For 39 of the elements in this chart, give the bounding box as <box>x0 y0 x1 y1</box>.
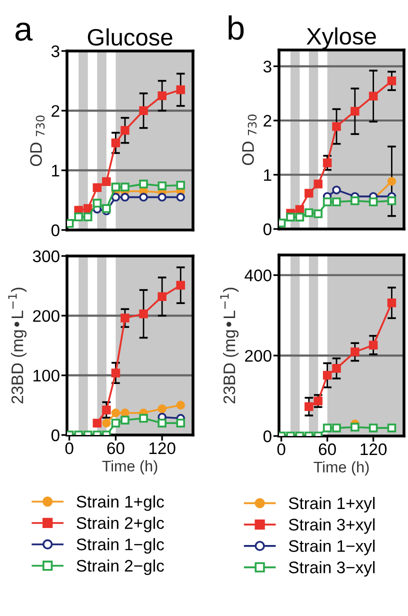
y-tick-label: 200 <box>245 350 272 362</box>
y-tick-label: 2 <box>264 114 272 127</box>
y-tick-label: 3 <box>263 60 272 72</box>
y-tick-label: 200 <box>33 310 60 322</box>
y-tick-label: 0 <box>263 223 272 236</box>
x-tick-label: 60 <box>318 443 336 456</box>
y-tick-label: 400 <box>244 270 272 282</box>
y-tick-label: 0 <box>51 429 60 442</box>
chart-title: Xylose <box>306 27 376 50</box>
legend-label: Strain 1−glc <box>76 538 164 554</box>
x-tick-label: 120 <box>360 443 387 456</box>
y-axis-title: 23BD (mg•L$^{−1}$) <box>8 288 27 404</box>
y-axis-title: 23BD (mg•L$^{−1}$) <box>220 288 239 404</box>
legend-label: Strain 1−xyl <box>288 540 375 556</box>
y-tick-label: 0 <box>263 430 272 442</box>
x-axis-title: Time (h) <box>314 461 369 476</box>
legend-label: Strain 2+glc <box>76 516 164 532</box>
chart-title: Glucose <box>88 28 172 46</box>
legend-label: Strain 3−xyl <box>288 561 375 577</box>
x-axis-title: Time (h) <box>102 460 158 474</box>
legend-label: Strain 1+glc <box>76 495 164 511</box>
legend-label: Strain 2−glc <box>76 559 164 576</box>
y-axis-title: OD $_{730}$ <box>242 114 257 166</box>
y-axis-title: OD $_{730}$ <box>30 116 45 166</box>
y-tick-label: 300 <box>32 250 60 262</box>
x-tick-label: 0 <box>277 443 286 456</box>
y-tick-label: 3 <box>51 45 60 58</box>
x-tick-label: 120 <box>149 442 176 454</box>
legend-label: Strain 3+xyl <box>288 518 375 534</box>
y-tick-label: 1 <box>264 169 272 181</box>
legend-label: Strain 1+xyl <box>288 496 375 513</box>
y-tick-label: 1 <box>52 164 60 176</box>
x-tick-label: 60 <box>107 442 124 454</box>
y-tick-label: 2 <box>52 105 60 117</box>
y-tick-label: 100 <box>34 370 60 382</box>
text: b <box>228 15 244 40</box>
text: a <box>15 22 33 41</box>
y-tick-label: 0 <box>51 224 60 236</box>
x-tick-label: 0 <box>65 442 74 454</box>
